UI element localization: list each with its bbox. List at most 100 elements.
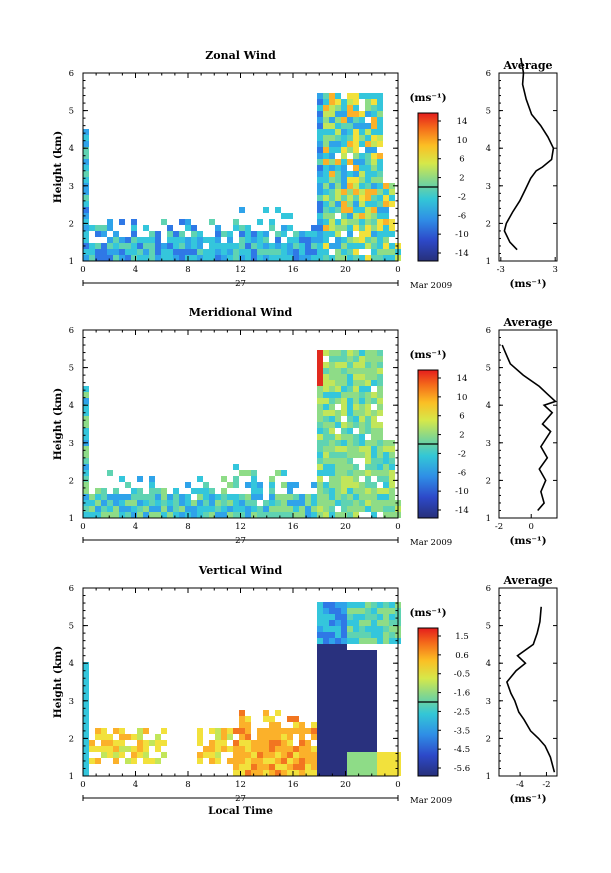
colorbar-label: 6: [459, 412, 464, 422]
colorbar-label: 2: [459, 431, 464, 441]
x-tick-label: 0: [395, 522, 400, 532]
heatmap-field: [83, 350, 401, 518]
colorbar-label: -4.5: [454, 745, 470, 755]
colorbar-label: -6: [458, 211, 466, 221]
x-tick-label: 0: [395, 265, 400, 275]
profile-x-tick: -2: [542, 780, 550, 790]
x-tick-label: 16: [288, 265, 299, 275]
profile-y-tick: 5: [486, 622, 491, 632]
date-label: Mar 2009: [410, 796, 452, 806]
day-label: 27: [235, 536, 246, 546]
colorbar-label: -2: [458, 449, 466, 459]
profile-x-label: (ms⁻¹): [509, 278, 546, 290]
y-tick-label: 3: [69, 697, 74, 707]
colorbar-label: -6: [458, 468, 466, 478]
x-tick-label: 20: [340, 780, 351, 790]
profile-y-tick: 4: [486, 659, 491, 669]
profile-y-tick: 6: [486, 69, 491, 79]
colorbar-label: -3.5: [454, 726, 470, 736]
y-tick-label: 4: [69, 401, 74, 411]
x-tick-label: 20: [340, 265, 351, 275]
day-label: 27: [235, 279, 246, 289]
profile-frame: [498, 587, 558, 777]
y-tick-label: 3: [69, 439, 74, 449]
colorbar-label: -1.6: [454, 689, 470, 699]
profile-frame: [498, 72, 558, 262]
profile-y-tick: 6: [486, 584, 491, 594]
profile-x-label: (ms⁻¹): [509, 535, 546, 547]
y-tick-label: 2: [69, 219, 74, 229]
colorbar-label: 10: [457, 393, 468, 403]
colorbar-unit: (ms⁻¹): [409, 607, 446, 619]
colorbar-unit: (ms⁻¹): [409, 92, 446, 104]
profile-y-tick: 5: [486, 364, 491, 374]
profile-y-tick: 4: [486, 401, 491, 411]
x-tick-label: 12: [235, 522, 246, 532]
colorbar-label: 2: [459, 174, 464, 184]
panel-title: Zonal Wind: [205, 49, 276, 62]
panel-title: Meridional Wind: [189, 306, 293, 319]
x-tick-label: 0: [80, 780, 85, 790]
y-tick-label: 1: [69, 257, 74, 267]
y-tick-label: 4: [69, 144, 74, 154]
y-axis-label: Height (km): [52, 388, 64, 460]
profile-y-tick: 3: [486, 697, 491, 707]
colorbar-label: -0.5: [454, 670, 470, 680]
profile-y-tick: 1: [486, 772, 491, 782]
y-axis-label: Height (km): [52, 131, 64, 203]
colorbar-label: -10: [455, 487, 469, 497]
x-tick-label: 8: [185, 522, 190, 532]
y-tick-label: 2: [69, 476, 74, 486]
profile-y-tick: 2: [486, 476, 491, 486]
y-tick-label: 4: [69, 659, 74, 669]
colorbar-label: -14: [455, 249, 469, 259]
colorbar-label: 10: [457, 136, 468, 146]
date-label: Mar 2009: [410, 538, 452, 548]
profile-y-tick: 6: [486, 326, 491, 336]
x-tick-label: 4: [133, 265, 138, 275]
x-tick-label: 0: [80, 522, 85, 532]
profile-y-tick: 2: [486, 734, 491, 744]
x-tick-label: 16: [288, 780, 299, 790]
y-tick-label: 1: [69, 514, 74, 524]
profile-y-tick: 2: [486, 219, 491, 229]
x-tick-label: 8: [185, 265, 190, 275]
profile-y-tick: 3: [486, 439, 491, 449]
x-tick-label: 4: [133, 522, 138, 532]
colorbar-label: -2: [458, 192, 466, 202]
y-tick-label: 6: [69, 326, 74, 336]
y-tick-label: 6: [69, 69, 74, 79]
profile-x-tick: -4: [516, 780, 524, 790]
profile-title: Average: [502, 59, 552, 72]
date-label: Mar 2009: [410, 281, 452, 291]
colorbar-label: 0.6: [455, 651, 469, 661]
heatmap-field: [83, 93, 401, 261]
heatmap-field: [83, 602, 401, 776]
profile-y-tick: 4: [486, 144, 491, 154]
day-label: 27: [235, 794, 246, 804]
y-tick-label: 5: [69, 364, 74, 374]
profile-y-tick: 3: [486, 182, 491, 192]
profile-line: [505, 606, 556, 773]
profile-y-tick: 1: [486, 514, 491, 524]
x-tick-label: 8: [185, 780, 190, 790]
colorbar-label: 1.5: [455, 632, 469, 642]
x-tick-label: 12: [235, 265, 246, 275]
x-axis-label: Local Time: [208, 805, 273, 817]
y-tick-label: 3: [69, 182, 74, 192]
colorbar-label: -2.5: [454, 707, 470, 717]
profile-x-label: (ms⁻¹): [509, 793, 546, 805]
x-tick-label: 16: [288, 522, 299, 532]
colorbar-label: -14: [455, 506, 469, 516]
profile-x-tick: 3: [552, 265, 557, 275]
profile-x-tick: -3: [497, 265, 505, 275]
profile-line: [501, 344, 557, 512]
profile-line: [503, 57, 555, 251]
y-tick-label: 5: [69, 107, 74, 117]
colorbar-label: 14: [457, 117, 468, 127]
colorbar-label: -10: [455, 230, 469, 240]
